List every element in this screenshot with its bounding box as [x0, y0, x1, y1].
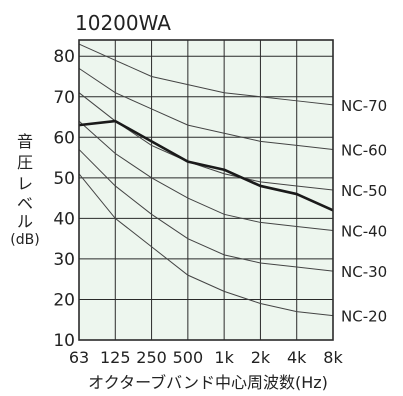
x-tick-label: 250: [136, 348, 167, 367]
x-tick-label: 63: [69, 348, 89, 367]
y-tick-label: 20: [53, 290, 75, 310]
y-tick-label: 80: [53, 47, 75, 67]
y-tick-label: 50: [53, 169, 75, 189]
nc-curve-label: NC-40: [341, 223, 387, 241]
y-tick-label: 60: [53, 128, 75, 148]
measured-series: [78, 119, 334, 212]
y-axis-label-part: ル: [17, 212, 33, 231]
x-tick-label: 8k: [323, 348, 343, 367]
measured-series-line: [78, 119, 334, 212]
plot-area: [79, 40, 333, 340]
x-axis-label: オクターブバンド中心周波数(Hz): [88, 373, 328, 392]
nc-curve-line: [78, 120, 334, 232]
nc-curve-line: [78, 173, 334, 317]
nc-curve-line: [78, 43, 334, 106]
nc-curve-line: [78, 67, 334, 150]
nc-curve-label: NC-70: [341, 97, 387, 115]
y-axis-label-part: (dB): [10, 232, 39, 248]
y-axis-label-part: レ: [17, 174, 33, 193]
y-axis-label-part: 圧: [17, 153, 33, 172]
grid: [79, 40, 333, 340]
x-tick-label: 4k: [287, 348, 307, 367]
nc-curve-line: [78, 149, 334, 272]
nc-curve-label: NC-30: [341, 263, 387, 281]
nc-curves: [78, 43, 334, 317]
plot-frame: [78, 39, 334, 341]
nc-curve-labels: NC-70 NC-60 NC-50 NC-40 NC-30 NC-20: [341, 97, 387, 326]
x-tick-label: 2k: [251, 348, 271, 367]
y-axis-label-part: ベ: [17, 194, 33, 213]
nc-curve-label: NC-50: [341, 182, 387, 200]
chart-title: 10200WA: [75, 11, 171, 35]
y-tick-label: 70: [53, 88, 75, 108]
nc-curve-label: NC-20: [341, 308, 387, 326]
y-tick-label: 40: [53, 209, 75, 229]
y-axis-label-part: 音: [17, 132, 33, 151]
nc-curve-label: NC-60: [341, 141, 387, 159]
y-tick-label: 30: [53, 250, 75, 270]
x-tick-labels: 63 125 250 500 1k 2k 4k 8k: [69, 348, 344, 367]
x-tick-label: 1k: [214, 348, 234, 367]
y-tick-labels: 10 20 30 40 50 60 70 80: [53, 47, 75, 351]
y-tick-label: 10: [53, 331, 75, 351]
x-tick-label: 125: [100, 348, 131, 367]
x-tick-label: 500: [173, 348, 204, 367]
